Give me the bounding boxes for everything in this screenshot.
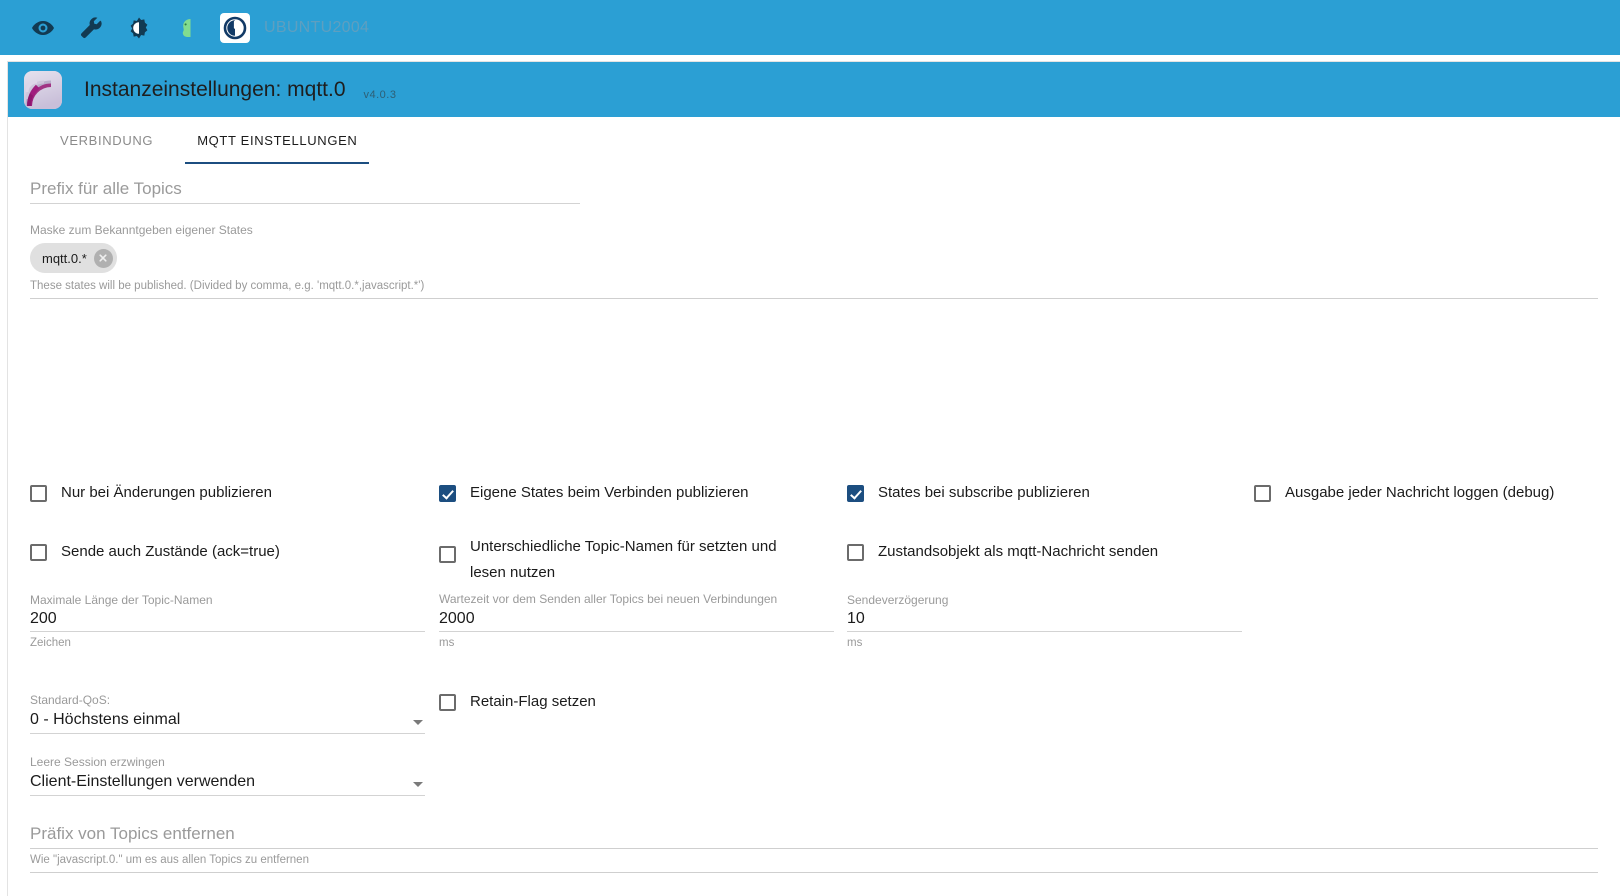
default-qos-label: Standard-QoS: [30,693,111,707]
send-delay-label: Sendeverzögerung [847,593,949,607]
chip-mqtt-mask[interactable]: mqtt.0.* [30,243,117,273]
checkbox-label: Sende auch Zustände (ack=true) [61,543,280,560]
checkbox-label: Nur bei Änderungen publizieren [61,484,272,501]
wrench-icon[interactable] [70,11,112,45]
publish-mask-label: Maske zum Bekanntgeben eigener States [30,223,253,237]
prefix-all-topics-input[interactable] [30,175,580,204]
checkbox-label: Eigene States beim Verbinden publizieren [470,484,749,501]
iobroker-logo-icon[interactable] [220,12,250,43]
remove-prefix-field: Wie "javascript.0." um es aus allen Topi… [30,820,1598,873]
send-delay-help: ms [847,637,863,649]
checkbox-box[interactable] [439,485,456,502]
max-topic-length-input[interactable] [30,607,425,632]
adapter-header: Instanzeinstellungen: mqtt.0 v4.0.3 [8,62,1620,117]
publish-mask-chips[interactable]: mqtt.0.* [30,237,1598,273]
force-clean-session-label: Leere Session erzwingen [30,755,165,769]
checkbox-box[interactable] [1254,485,1271,502]
checkbox-box[interactable] [439,546,456,563]
remove-prefix-help: Wie "javascript.0." um es aus allen Topi… [30,854,309,866]
max-topic-length-label: Maximale Länge der Topic-Namen [30,593,213,607]
settings-tabs: VERBINDUNG MQTT EINSTELLUNGEN [8,117,1620,165]
tab-verbindung[interactable]: VERBINDUNG [60,133,154,148]
adapter-settings-window: Instanzeinstellungen: mqtt.0 v4.0.3 VERB… [8,62,1620,896]
mqtt-settings-form: Maske zum Bekanntgeben eigener States mq… [8,165,1620,873]
checkbox-box[interactable] [30,485,47,502]
default-qos-field: Standard-QoS: 0 - Höchstens einmal [30,693,425,734]
checkbox-states-bei-subscribe[interactable]: States bei subscribe publizieren [847,483,1227,502]
max-topic-length-help: Zeichen [30,637,71,649]
chip-delete-icon[interactable] [93,248,113,268]
eye-icon[interactable] [22,11,64,45]
max-topic-length-field: Maximale Länge der Topic-Namen Zeichen [30,593,425,651]
wait-before-send-input[interactable] [439,607,834,632]
checkbox-box[interactable] [847,485,864,502]
divider-after-remove-prefix [30,872,1598,873]
chip-label: mqtt.0.* [42,250,87,266]
mqtt-adapter-logo-icon [24,70,62,109]
remove-prefix-input[interactable] [30,820,1598,849]
hostname-label: UBUNTU2004 [264,18,370,36]
checkbox-label: States bei subscribe publizieren [878,484,1090,501]
force-clean-session-select[interactable]: Client-Einstellungen verwenden [30,769,425,796]
brightness-contrast-icon[interactable] [118,11,160,45]
checkbox-label: Retain-Flag setzen [470,693,596,710]
wait-before-send-label: Wartezeit vor dem Senden aller Topics be… [439,592,778,606]
tab-mqtt-einstellungen[interactable]: MQTT EINSTELLUNGEN [175,117,379,164]
publish-mask-help: These states will be published. (Divided… [30,280,425,292]
checkbox-nur-bei-aenderungen[interactable]: Nur bei Änderungen publizieren [30,483,410,502]
checkbox-retain-flag-setzen[interactable]: Retain-Flag setzen [439,692,819,711]
checkbox-sende-auch-zustaende[interactable]: Sende auch Zustände (ack=true) [30,542,410,561]
head-brain-icon[interactable] [166,11,208,45]
checkbox-ausgabe-jeder-nachricht-loggen[interactable]: Ausgabe jeder Nachricht loggen (debug) [1254,483,1614,502]
page-title: Instanzeinstellungen: mqtt.0 [84,77,346,101]
checkbox-label: Ausgabe jeder Nachricht loggen (debug) [1285,484,1555,501]
checkbox-box[interactable] [439,694,456,711]
adapter-version: v4.0.3 [363,89,397,101]
publish-mask-field: Maske zum Bekanntgeben eigener States mq… [30,223,1598,299]
send-delay-field: Sendeverzögerung ms [847,593,1242,651]
prefix-all-topics-field [30,175,580,204]
default-qos-select[interactable]: 0 - Höchstens einmal [30,707,425,734]
checkbox-box[interactable] [847,544,864,561]
wait-before-send-field: Wartezeit vor dem Senden aller Topics be… [439,593,834,651]
send-delay-input[interactable] [847,607,1242,632]
divider-after-publish-mask [30,298,1598,299]
checkbox-eigene-states-beim-verbinden[interactable]: Eigene States beim Verbinden publizieren [439,483,819,502]
checkbox-label: Unterschiedliche Topic-Namen für setzten… [470,538,777,581]
checkbox-box[interactable] [30,544,47,561]
checkbox-label: Zustandsobjekt als mqtt-Nachricht senden [878,543,1159,560]
checkbox-unterschiedliche-topic-namen[interactable]: Unterschiedliche Topic-Namen für setzten… [439,534,809,586]
wait-before-send-help: ms [439,637,455,649]
checkbox-zustandsobjekt-als-mqtt-nachricht[interactable]: Zustandsobjekt als mqtt-Nachricht senden [847,542,1227,561]
force-clean-session-field: Leere Session erzwingen Client-Einstellu… [30,755,425,796]
system-topbar: UBUNTU2004 [0,0,1620,55]
